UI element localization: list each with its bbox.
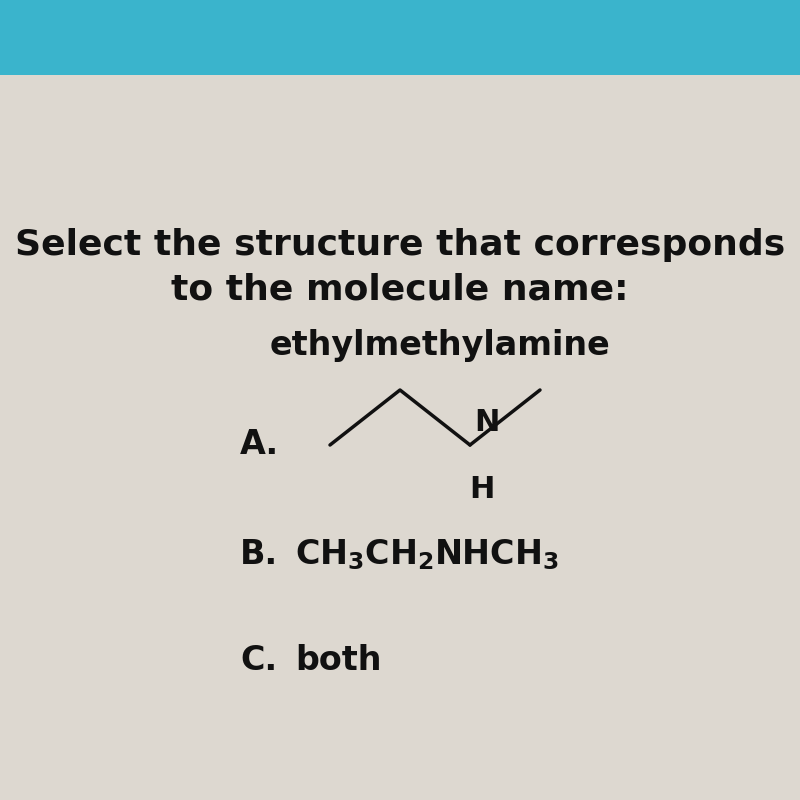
Text: N: N	[474, 408, 499, 437]
Text: $\mathbf{CH_3CH_2NHCH_3}$: $\mathbf{CH_3CH_2NHCH_3}$	[295, 538, 559, 572]
Text: Select the structure that corresponds: Select the structure that corresponds	[15, 228, 785, 262]
Text: to the molecule name:: to the molecule name:	[171, 273, 629, 307]
Text: B.: B.	[240, 538, 278, 571]
Bar	[0, 0, 800, 75]
Text: A.: A.	[240, 429, 279, 462]
Text: ethylmethylamine: ethylmethylamine	[270, 329, 610, 362]
Text: both: both	[295, 643, 382, 677]
Text: C.: C.	[240, 643, 277, 677]
Text: H: H	[470, 475, 494, 504]
